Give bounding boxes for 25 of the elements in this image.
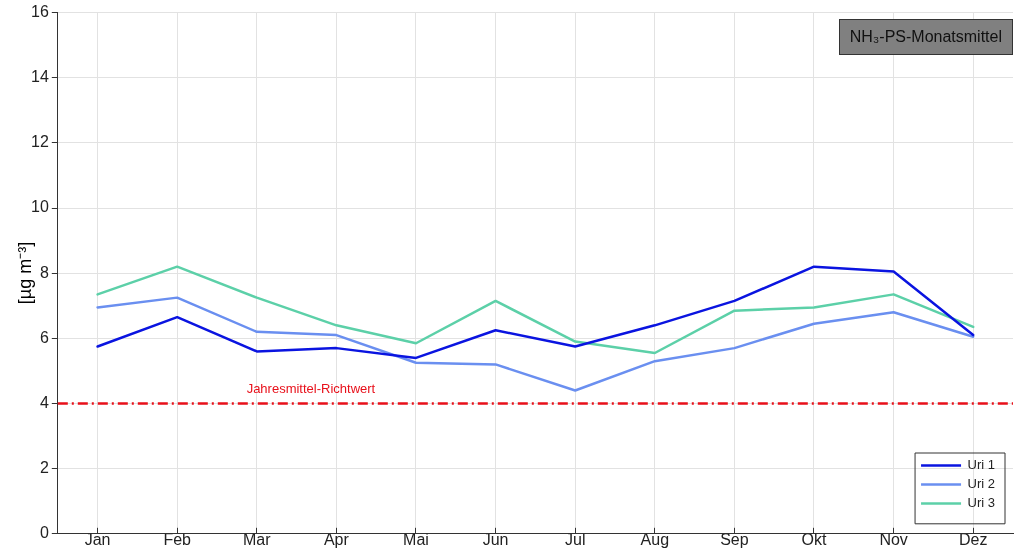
- legend-label: Uri 2: [967, 476, 996, 492]
- x-tick-label: Apr: [323, 530, 350, 548]
- x-tick-label: Mar: [243, 530, 272, 548]
- y-tick-label: 4: [39, 393, 49, 411]
- legend-label: Uri 1: [967, 457, 996, 473]
- y-tick-label: 14: [31, 68, 49, 86]
- x-tick-label: Mai: [403, 530, 429, 548]
- x-tick-label: Nov: [879, 530, 908, 548]
- y-tick-label: 12: [31, 133, 49, 151]
- y-tick-label: 6: [39, 328, 49, 346]
- x-tick-label: Dez: [958, 530, 988, 548]
- y-tick-label: 0: [39, 524, 49, 542]
- x-tick-label: Jan: [84, 530, 111, 548]
- ref-line-label: Jahresmittel-Richtwert: [246, 380, 376, 396]
- y-tick-label: 16: [31, 3, 49, 21]
- y-tick-label: 2: [39, 459, 49, 477]
- y-tick-label: 8: [39, 263, 49, 281]
- text: NH₃-PS-Monatsmittel: [838, 18, 1013, 55]
- y-tick-label: 10: [31, 198, 49, 216]
- x-tick-label: Jun: [482, 530, 509, 548]
- x-tick-label: Sep: [720, 530, 749, 548]
- legend-label: Uri 3: [967, 495, 996, 511]
- x-tick-label: Okt: [801, 530, 827, 548]
- y-axis-title: [µg m⁻³]: [14, 242, 37, 305]
- x-tick-label: Aug: [640, 530, 670, 548]
